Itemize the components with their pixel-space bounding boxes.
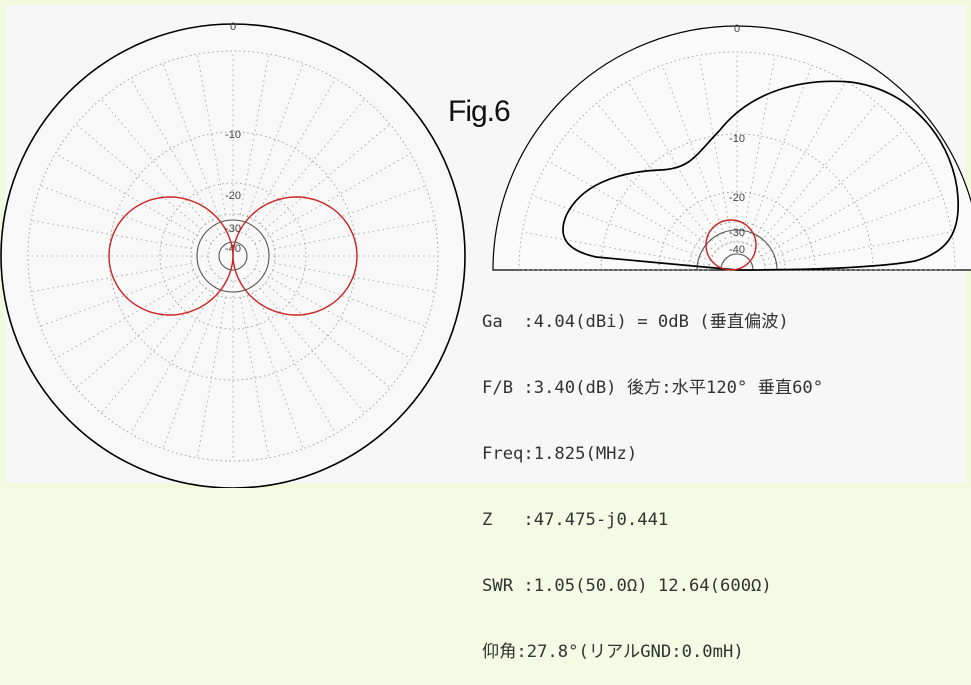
horizontal-grid-ring bbox=[27, 50, 439, 462]
vertical-reference-arc bbox=[492, 25, 971, 271]
vertical-ring-label: -30 bbox=[729, 227, 745, 239]
horizontal-grid-spoke bbox=[274, 220, 435, 250]
vertical-ring-label: -40 bbox=[729, 244, 745, 256]
horizontal-grid-spoke bbox=[100, 287, 207, 414]
readout-swr: SWR :1.05(50.0Ω) 12.64(600Ω) bbox=[482, 576, 772, 596]
horizontal-ring-label: -30 bbox=[225, 223, 241, 235]
horizontal-grid-spoke bbox=[239, 54, 269, 215]
horizontal-grid-spoke bbox=[259, 98, 366, 225]
antenna-readout: Ga :4.04(dBi) = 0dB (垂直偏波) F/B :3.40(dB)… bbox=[482, 267, 823, 685]
vertical-pattern-inner bbox=[705, 219, 757, 271]
readout-elevation: 仰角:27.8°(リアルGND:0.0mH) bbox=[482, 642, 744, 662]
horizontal-inner-ring bbox=[196, 219, 270, 293]
vertical-inner-arc bbox=[720, 253, 754, 271]
horizontal-grid-spoke bbox=[100, 98, 207, 225]
horizontal-grid-spoke bbox=[75, 123, 202, 230]
horizontal-ring-label: -20 bbox=[225, 190, 241, 202]
horizontal-grid-ring bbox=[159, 182, 307, 330]
horizontal-plot: 0-10-20-30-40 bbox=[0, 21, 466, 488]
readout-frequency: Freq:1.825(MHz) bbox=[482, 444, 638, 464]
horizontal-ring-label: 0 bbox=[230, 21, 236, 33]
vertical-grid-spoke bbox=[758, 129, 905, 253]
readout-gain: Ga :4.04(dBi) = 0dB (垂直偏波) bbox=[482, 312, 789, 332]
horizontal-grid-spoke bbox=[264, 123, 391, 230]
horizontal-pattern-lobe-east bbox=[232, 196, 358, 316]
vertical-grid-spoke bbox=[764, 231, 952, 266]
horizontal-grid-spoke bbox=[31, 220, 192, 250]
readout-front-back: F/B :3.40(dB) 後方:水平120° 垂直60° bbox=[482, 378, 824, 398]
vertical-ring-label: 0 bbox=[734, 23, 740, 35]
horizontal-grid-spoke bbox=[274, 262, 435, 292]
horizontal-grid-ring bbox=[190, 213, 276, 299]
vertical-grid-arc bbox=[518, 51, 956, 271]
vertical-grid-spoke bbox=[746, 65, 812, 244]
horizontal-grid-spoke bbox=[272, 185, 426, 243]
horizontal-pattern-lobe-west bbox=[108, 196, 234, 316]
horizontal-grid-spoke bbox=[197, 54, 227, 215]
vertical-grid-spoke bbox=[522, 231, 710, 266]
readout-impedance: Z :47.475-j0.441 bbox=[482, 510, 669, 530]
vertical-ring-label: -10 bbox=[729, 133, 745, 145]
vertical-grid-spoke bbox=[761, 160, 926, 257]
horizontal-grid-spoke bbox=[162, 63, 220, 217]
vertical-grid-spoke bbox=[750, 81, 847, 246]
vertical-plot: 0 -10 -20 -30 -40 bbox=[492, 23, 971, 271]
vertical-grid-spoke bbox=[569, 129, 716, 253]
horizontal-grid-spoke bbox=[162, 295, 220, 449]
horizontal-grid-spoke bbox=[40, 269, 194, 327]
horizontal-grid-spoke bbox=[40, 185, 194, 243]
horizontal-grid-spoke bbox=[254, 153, 411, 244]
horizontal-grid-spoke bbox=[246, 63, 304, 217]
vertical-grid-spoke bbox=[662, 65, 728, 244]
horizontal-grid-spoke bbox=[272, 269, 426, 327]
horizontal-grid-spoke bbox=[259, 287, 366, 414]
horizontal-grid-spoke bbox=[254, 268, 411, 359]
vertical-pattern-outer bbox=[562, 80, 960, 271]
vertical-grid-spoke bbox=[548, 160, 713, 257]
horizontal-grid-spoke bbox=[239, 297, 269, 458]
vertical-grid-spoke bbox=[627, 81, 724, 246]
horizontal-grid-spoke bbox=[264, 282, 391, 389]
radiation-pattern-plots: 0-10-20-30-400-10-20-30-40 bbox=[0, 21, 971, 488]
vertical-inner-arc bbox=[696, 229, 778, 271]
horizontal-grid-spoke bbox=[246, 295, 304, 449]
horizontal-grid-spoke bbox=[197, 297, 227, 458]
horizontal-inner-ring bbox=[218, 241, 248, 271]
horizontal-grid-spoke bbox=[75, 282, 202, 389]
horizontal-grid-spoke bbox=[55, 268, 212, 359]
figure-label: Fig.6 bbox=[448, 95, 511, 128]
vertical-ring-label: -20 bbox=[729, 192, 745, 204]
horizontal-ring-label: -10 bbox=[225, 129, 241, 141]
horizontal-grid-spoke bbox=[31, 262, 192, 292]
horizontal-grid-spoke bbox=[55, 153, 212, 244]
